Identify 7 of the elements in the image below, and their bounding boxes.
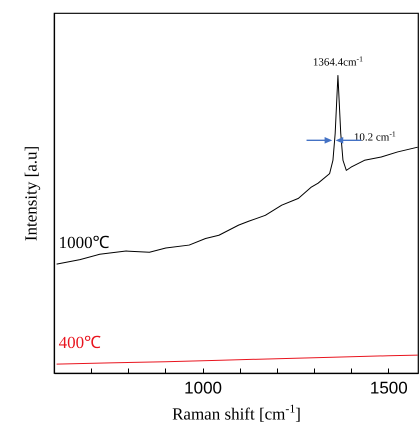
- x-tick-label: 1000: [184, 378, 222, 398]
- series-label: 1000℃: [58, 233, 110, 252]
- annotation: 1364.4cm$^{-1}$: [312, 54, 364, 68]
- series-label: 400℃: [58, 333, 102, 352]
- x-axis-title: Raman shift [cm$^{-1}$]: [172, 402, 301, 424]
- x-tick-label: 1500: [370, 378, 408, 398]
- y-axis-title: Intensity [a.u]: [22, 146, 40, 242]
